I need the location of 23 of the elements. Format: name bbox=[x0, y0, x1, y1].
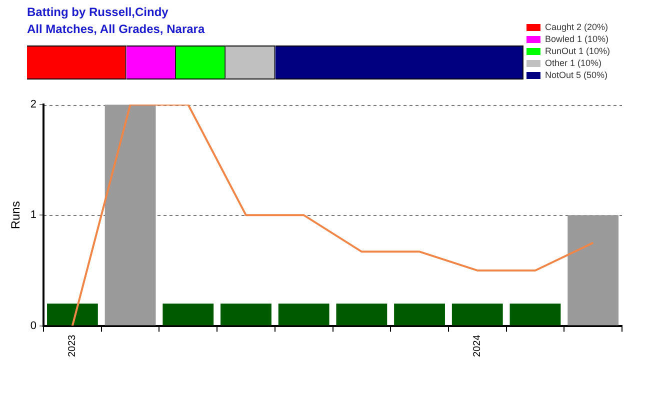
x-tick-label: 2024 bbox=[472, 334, 484, 358]
bar bbox=[568, 215, 619, 326]
legend-label: Other 1 (10%) bbox=[544, 58, 602, 68]
bar bbox=[452, 304, 503, 326]
bar bbox=[278, 304, 330, 326]
x-tick-label: 2023 bbox=[67, 334, 78, 358]
legend-label: NotOut 5 (50%) bbox=[544, 70, 608, 80]
legend-label: Caught 2 (20%) bbox=[544, 22, 608, 32]
bar bbox=[46, 304, 98, 326]
y-axis-title: Runs bbox=[8, 201, 23, 230]
y-tick-label: 1 bbox=[30, 209, 37, 222]
y-tick-label: 0 bbox=[30, 320, 37, 332]
y-tick-label: 2 bbox=[30, 98, 37, 111]
chart-subtitle: All Matches, All Grades, Narara bbox=[27, 21, 205, 38]
legend-label: Bowled 1 (10%) bbox=[544, 34, 609, 44]
bar bbox=[394, 304, 445, 326]
bar bbox=[104, 104, 156, 326]
bar bbox=[220, 304, 272, 326]
bar bbox=[510, 304, 561, 326]
legend-label: RunOut 1 (10%) bbox=[544, 46, 610, 56]
bar bbox=[162, 304, 214, 326]
chart-title: Batting by Russell,Cindy bbox=[27, 4, 170, 21]
bar bbox=[336, 304, 388, 326]
